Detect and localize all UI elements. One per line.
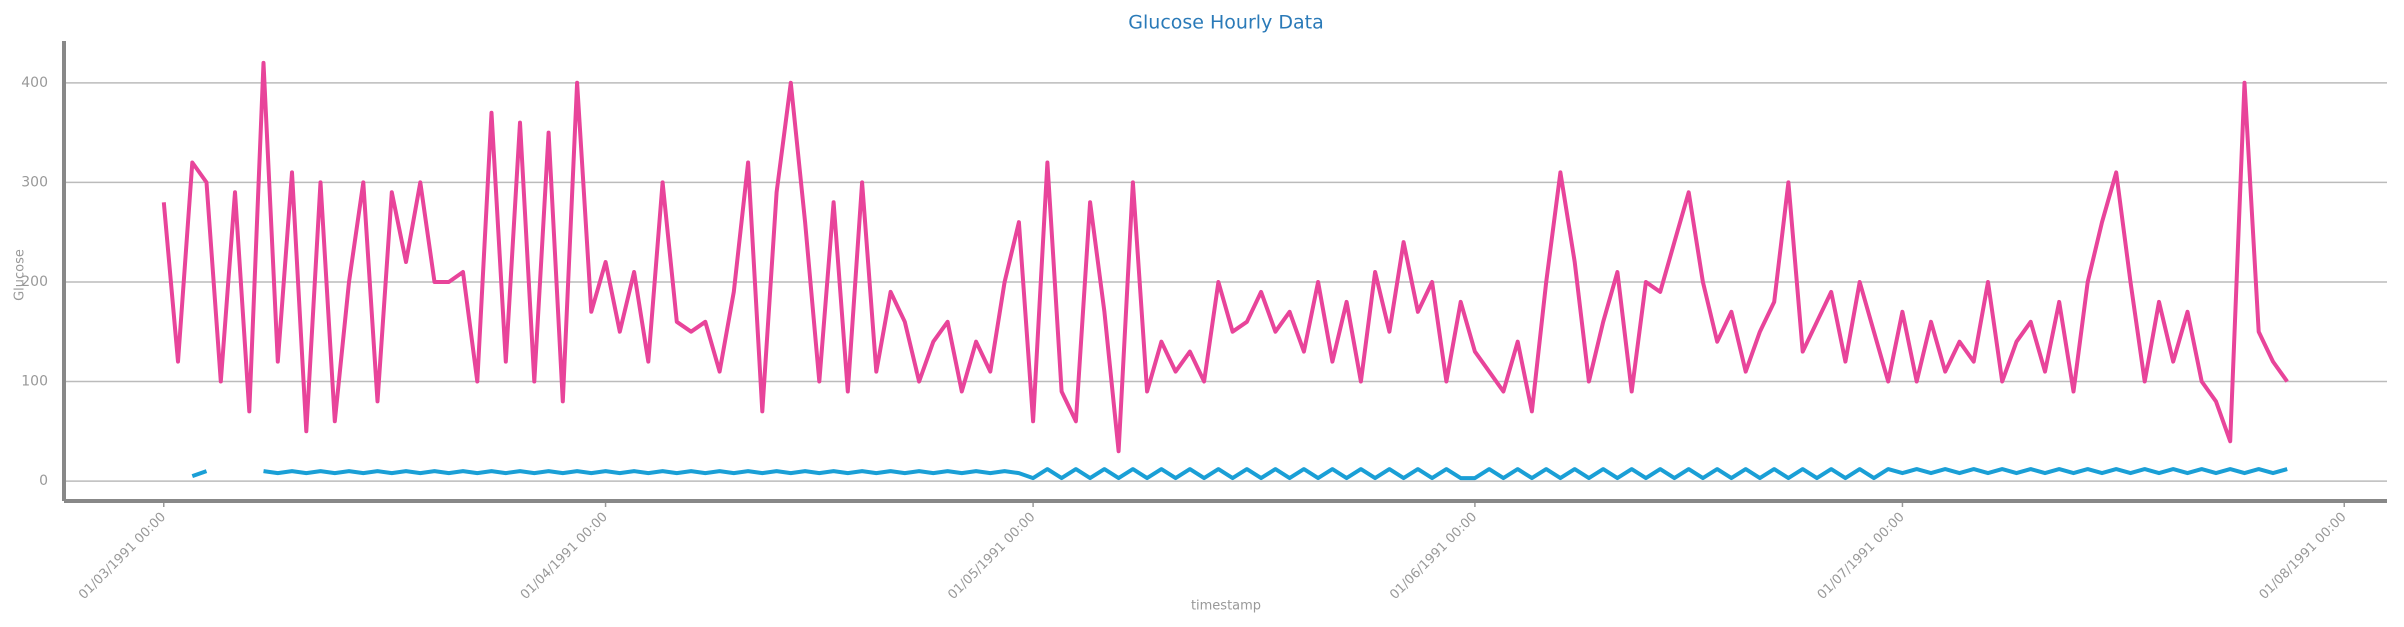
x-tick-label: 01/08/1991 00:00 bbox=[2257, 510, 2350, 603]
x-tick-label: 01/04/1991 00:00 bbox=[518, 510, 611, 603]
y-tick-label: 400 bbox=[21, 75, 48, 91]
x-tick-label: 01/05/1991 00:00 bbox=[945, 510, 1038, 603]
y-axis-label: Glucose bbox=[13, 249, 28, 301]
y-tick-label: 300 bbox=[21, 174, 48, 190]
y-tick-label: 200 bbox=[21, 274, 48, 290]
data-line bbox=[191, 467, 2288, 481]
x-tick-label: 01/03/1991 00:00 bbox=[76, 510, 169, 603]
y-tick-label: 100 bbox=[21, 374, 48, 390]
x-axis-label: timestamp bbox=[1191, 599, 1261, 614]
chart-title: Glucose Hourly Data bbox=[1128, 12, 1323, 34]
data-line bbox=[161, 60, 2289, 454]
x-tick-label: 01/06/1991 00:00 bbox=[1387, 510, 1480, 603]
y-tick-label: 0 bbox=[39, 473, 48, 489]
x-tick-label: 01/07/1991 00:00 bbox=[1815, 510, 1908, 603]
